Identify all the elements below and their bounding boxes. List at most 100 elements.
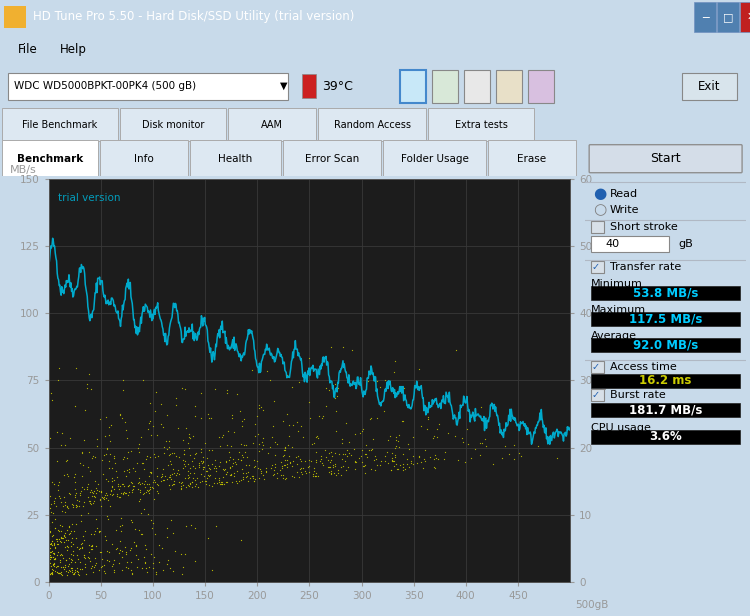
Point [110,525,122,535]
Point [75,539,87,549]
Point [106,540,118,549]
Point [101,443,113,453]
Point [323,448,335,458]
Point [361,452,373,462]
Point [47,548,59,558]
Point [189,523,201,533]
Point [45,561,57,571]
Point [189,411,201,421]
Point [162,460,174,469]
Point [364,415,376,424]
Point [374,460,386,469]
Point [133,477,145,487]
Point [214,441,226,451]
Point [303,397,315,407]
Point [211,521,223,531]
Point [134,439,146,449]
Point [99,431,111,441]
Point [421,424,433,434]
Point [371,376,383,386]
Point [144,482,156,492]
Point [114,545,126,555]
Point [260,467,272,477]
Point [217,472,229,482]
Point [278,470,290,480]
Point [50,543,62,553]
Point [294,454,306,464]
Text: ✓: ✓ [591,390,599,400]
FancyBboxPatch shape [190,140,281,176]
Point [82,552,94,562]
Point [114,481,126,491]
FancyBboxPatch shape [4,6,26,28]
Point [51,539,63,549]
Point [265,463,277,472]
Point [43,557,55,567]
Point [76,447,88,457]
Point [88,496,101,506]
Point [113,485,125,495]
Point [167,479,179,489]
Point [182,466,194,476]
Point [82,369,94,379]
Point [268,462,280,472]
Point [459,457,471,467]
Point [44,539,55,549]
Point [54,557,66,567]
Point [138,488,150,498]
Point [118,466,130,476]
Point [431,454,443,464]
Point [122,466,134,476]
Point [258,474,270,484]
Point [74,501,86,511]
Point [127,481,139,491]
Point [46,517,58,527]
Point [132,478,144,488]
Point [208,463,220,473]
Point [50,534,62,544]
Point [457,395,469,405]
Point [255,466,267,476]
Point [155,476,167,485]
FancyBboxPatch shape [591,338,740,352]
Point [76,543,88,553]
Point [110,544,122,554]
Point [209,461,221,471]
Point [213,474,225,484]
Point [126,487,138,497]
Point [320,401,332,411]
Point [268,464,280,474]
Point [224,463,236,473]
Point [106,463,118,472]
Point [60,456,72,466]
Point [365,445,377,455]
Point [106,473,118,483]
Point [268,469,280,479]
Point [305,456,317,466]
Point [390,432,402,442]
Point [323,462,335,472]
Point [100,568,112,578]
Point [65,563,77,573]
Point [45,387,57,397]
Point [123,467,135,477]
Point [117,375,129,386]
Point [269,450,281,460]
Point [153,557,165,567]
Point [123,487,135,497]
Point [103,421,115,431]
Point [147,483,159,493]
FancyBboxPatch shape [228,108,316,140]
Text: 92.0 MB/s: 92.0 MB/s [633,338,698,351]
Point [116,526,128,536]
Point [256,405,268,415]
Point [370,454,382,464]
Text: CPU usage: CPU usage [591,423,651,433]
Point [58,492,70,502]
Point [279,460,291,470]
Text: 3.6%: 3.6% [650,431,682,444]
Point [487,459,499,469]
Point [70,533,82,543]
FancyBboxPatch shape [591,389,604,401]
Point [161,474,173,484]
